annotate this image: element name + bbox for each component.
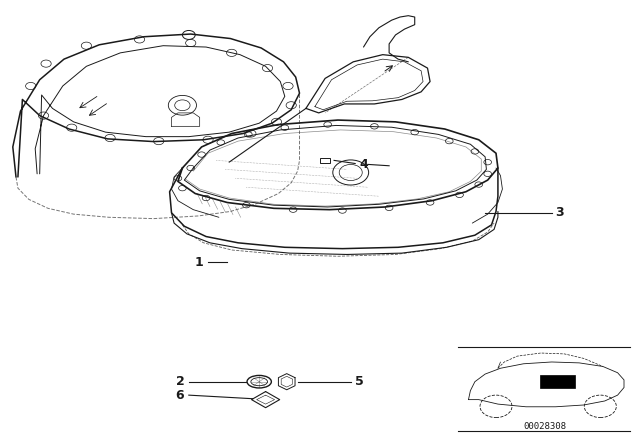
Text: 6: 6 [176,388,184,402]
FancyBboxPatch shape [540,375,575,388]
Text: 2: 2 [175,375,184,388]
Text: 1: 1 [195,255,204,269]
Text: 4: 4 [360,158,369,171]
Text: 5: 5 [355,375,364,388]
Text: 00028308: 00028308 [524,422,567,431]
Text: 3: 3 [556,206,564,220]
